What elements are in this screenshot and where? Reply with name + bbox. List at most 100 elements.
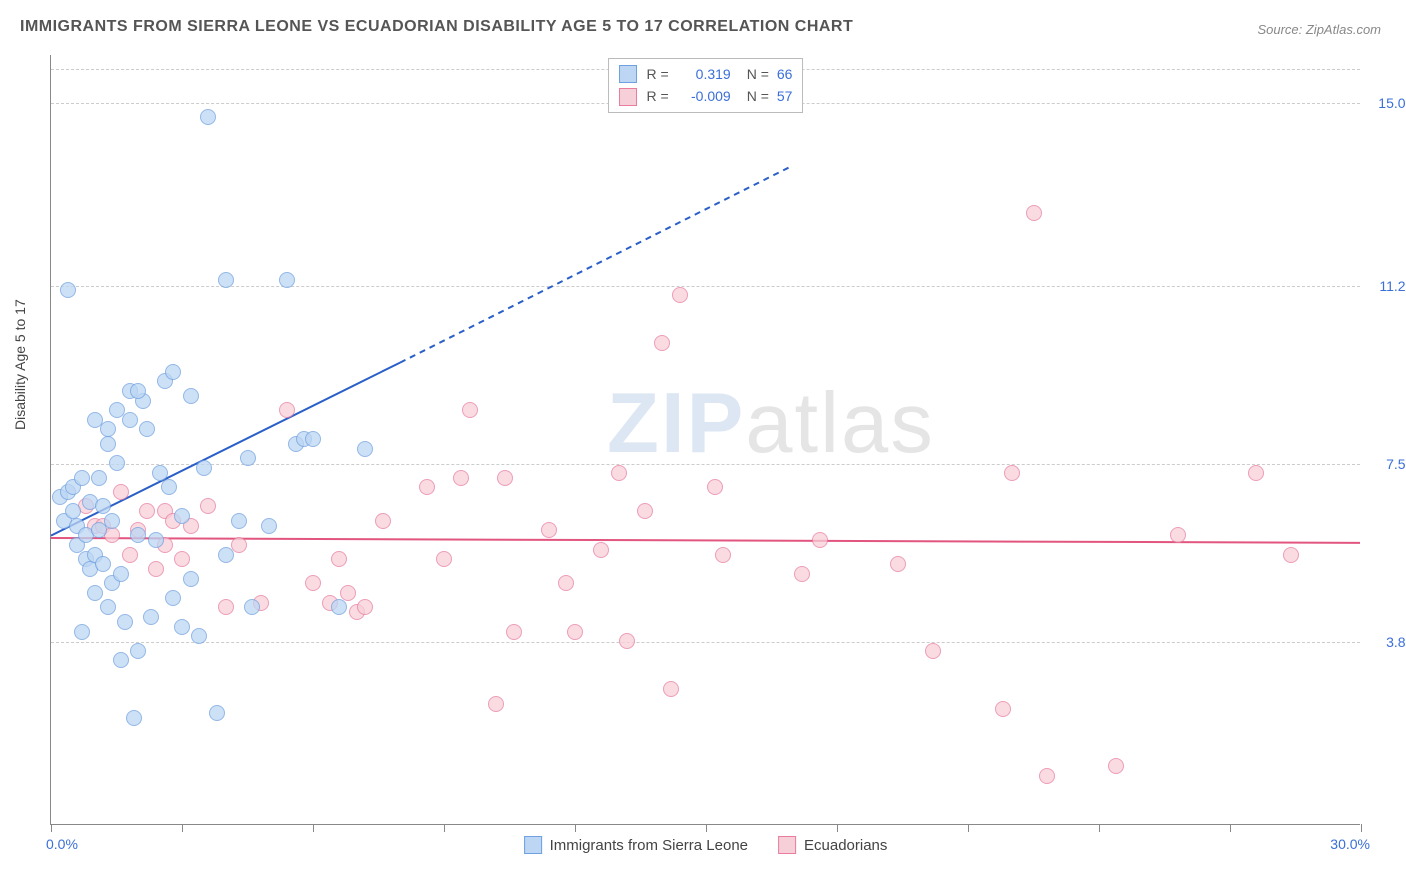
data-point-ecuadorians [174, 551, 190, 567]
data-point-sierra-leone [100, 599, 116, 615]
x-tick [1099, 824, 1100, 832]
data-point-sierra-leone [200, 109, 216, 125]
data-point-sierra-leone [74, 624, 90, 640]
data-point-sierra-leone [87, 585, 103, 601]
data-point-ecuadorians [462, 402, 478, 418]
data-point-sierra-leone [100, 436, 116, 452]
x-tick [313, 824, 314, 832]
n-value: 57 [777, 85, 793, 107]
data-point-ecuadorians [707, 479, 723, 495]
data-point-ecuadorians [672, 287, 688, 303]
data-point-ecuadorians [419, 479, 435, 495]
data-point-sierra-leone [130, 643, 146, 659]
data-point-ecuadorians [890, 556, 906, 572]
data-point-sierra-leone [143, 609, 159, 625]
source-attribution: Source: ZipAtlas.com [1257, 22, 1381, 37]
data-point-ecuadorians [637, 503, 653, 519]
data-point-ecuadorians [812, 532, 828, 548]
data-point-ecuadorians [1004, 465, 1020, 481]
gridline [51, 286, 1360, 287]
legend-series-item: Immigrants from Sierra Leone [524, 836, 748, 854]
data-point-sierra-leone [331, 599, 347, 615]
data-point-ecuadorians [375, 513, 391, 529]
data-point-sierra-leone [218, 547, 234, 563]
data-point-sierra-leone [91, 470, 107, 486]
data-point-ecuadorians [122, 547, 138, 563]
data-point-ecuadorians [497, 470, 513, 486]
r-label: R = [647, 85, 669, 107]
data-point-ecuadorians [357, 599, 373, 615]
legend-swatch [524, 836, 542, 854]
r-value: 0.319 [675, 63, 731, 85]
watermark-bold: ZIP [607, 376, 745, 471]
data-point-ecuadorians [715, 547, 731, 563]
data-point-ecuadorians [331, 551, 347, 567]
watermark-light: atlas [745, 376, 935, 471]
data-point-sierra-leone [279, 272, 295, 288]
data-point-sierra-leone [60, 282, 76, 298]
x-axis-min-label: 0.0% [46, 836, 78, 852]
data-point-sierra-leone [218, 272, 234, 288]
legend-stat-row: R =-0.009N =57 [619, 85, 793, 107]
data-point-ecuadorians [1108, 758, 1124, 774]
data-point-sierra-leone [174, 619, 190, 635]
r-label: R = [647, 63, 669, 85]
y-tick-label: 11.2% [1368, 278, 1406, 294]
x-tick [1361, 824, 1362, 832]
data-point-ecuadorians [340, 585, 356, 601]
data-point-sierra-leone [130, 527, 146, 543]
legend-stat-row: R =0.319N =66 [619, 63, 793, 85]
data-point-ecuadorians [1039, 768, 1055, 784]
data-point-sierra-leone [240, 450, 256, 466]
data-point-sierra-leone [231, 513, 247, 529]
data-point-ecuadorians [305, 575, 321, 591]
y-tick-label: 15.0% [1368, 95, 1406, 111]
data-point-sierra-leone [109, 455, 125, 471]
data-point-sierra-leone [183, 571, 199, 587]
y-axis-label: Disability Age 5 to 17 [12, 299, 28, 430]
data-point-sierra-leone [87, 412, 103, 428]
x-tick [1230, 824, 1231, 832]
x-tick [706, 824, 707, 832]
series-legend: Immigrants from Sierra Leone Ecuadorians [524, 836, 888, 854]
x-tick [837, 824, 838, 832]
watermark: ZIPatlas [607, 375, 935, 473]
data-point-ecuadorians [558, 575, 574, 591]
data-point-sierra-leone [357, 441, 373, 457]
data-point-sierra-leone [117, 614, 133, 630]
data-point-ecuadorians [567, 624, 583, 640]
chart-plot-area: ZIPatlas R =0.319N =66R =-0.009N =57 0.0… [50, 55, 1360, 825]
data-point-ecuadorians [279, 402, 295, 418]
legend-swatch [778, 836, 796, 854]
n-label: N = [747, 63, 769, 85]
data-point-sierra-leone [152, 465, 168, 481]
n-label: N = [747, 85, 769, 107]
x-tick [575, 824, 576, 832]
gridline [51, 642, 1360, 643]
x-axis-max-label: 30.0% [1330, 836, 1370, 852]
data-point-sierra-leone [161, 479, 177, 495]
data-point-ecuadorians [200, 498, 216, 514]
data-point-sierra-leone [95, 556, 111, 572]
chart-title: IMMIGRANTS FROM SIERRA LEONE VS ECUADORI… [20, 18, 853, 36]
data-point-ecuadorians [231, 537, 247, 553]
data-point-ecuadorians [1170, 527, 1186, 543]
data-point-sierra-leone [165, 590, 181, 606]
legend-swatch [619, 65, 637, 83]
x-tick [444, 824, 445, 832]
data-point-sierra-leone [244, 599, 260, 615]
correlation-legend: R =0.319N =66R =-0.009N =57 [608, 58, 804, 113]
y-tick-label: 3.8% [1368, 634, 1406, 650]
data-point-ecuadorians [488, 696, 504, 712]
y-tick-label: 7.5% [1368, 456, 1406, 472]
data-point-sierra-leone [104, 513, 120, 529]
data-point-ecuadorians [506, 624, 522, 640]
data-point-ecuadorians [663, 681, 679, 697]
data-point-sierra-leone [191, 628, 207, 644]
x-tick [968, 824, 969, 832]
data-point-sierra-leone [209, 705, 225, 721]
data-point-sierra-leone [113, 652, 129, 668]
data-point-ecuadorians [925, 643, 941, 659]
legend-series-label: Ecuadorians [804, 837, 887, 854]
data-point-ecuadorians [794, 566, 810, 582]
